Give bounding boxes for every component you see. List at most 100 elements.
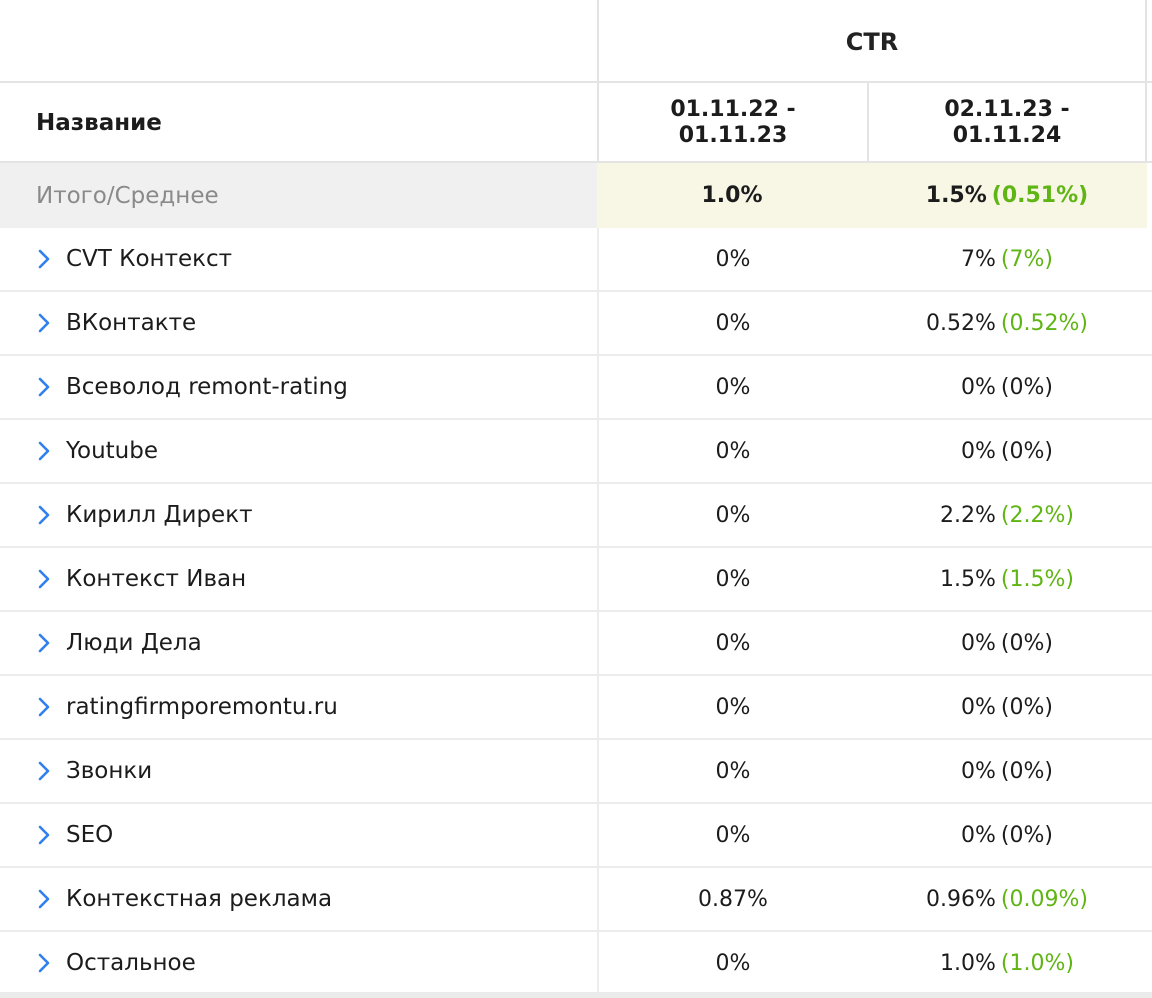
chevron-right-icon[interactable] (36, 504, 52, 526)
header-metric-row: CTR (0, 0, 1152, 83)
row-period-2-value: 0.96% (0.09%) (867, 868, 1147, 930)
row-period-2-value: 7% (7%) (867, 228, 1147, 290)
row-v2: 0% (961, 630, 996, 656)
row-name[interactable]: Кирилл Директ (66, 502, 253, 528)
name-column-header[interactable]: Название (36, 110, 162, 136)
chevron-right-icon[interactable] (36, 952, 52, 974)
row-name[interactable]: Всеволод remont-rating (66, 374, 348, 400)
bottom-divider (0, 992, 1152, 998)
row-v2: 1.5% (940, 566, 996, 592)
table-row[interactable]: CVT Контекст 0% 7% (7%) (0, 228, 1152, 292)
row-period-1-value: 0% (597, 740, 867, 802)
table-row[interactable]: SEO 0% 0% (0%) (0, 804, 1152, 868)
row-period-1-value: 0% (597, 228, 867, 290)
row-name-cell[interactable]: SEO (0, 804, 597, 866)
row-period-2-value: 2.2% (2.2%) (867, 484, 1147, 546)
row-delta: (0%) (1000, 374, 1053, 400)
period-2-end: 01.11.24 (952, 123, 1062, 148)
row-name[interactable]: Контекстная реклама (66, 886, 333, 912)
row-delta: (0%) (1000, 438, 1053, 464)
row-v2: 2.2% (940, 502, 996, 528)
chevron-right-icon[interactable] (36, 568, 52, 590)
chevron-right-icon[interactable] (36, 248, 52, 270)
table-row[interactable]: Кирилл Директ 0% 2.2% (2.2%) (0, 484, 1152, 548)
row-name[interactable]: ratingfirmporemontu.ru (66, 694, 338, 720)
row-name-cell[interactable]: Кирилл Директ (0, 484, 597, 546)
row-v2: 0% (961, 374, 996, 400)
table-row[interactable]: Люди Дела 0% 0% (0%) (0, 612, 1152, 676)
row-name[interactable]: Контекст Иван (66, 566, 247, 592)
row-name-cell[interactable]: ВКонтакте (0, 292, 597, 354)
chevron-right-icon[interactable] (36, 824, 52, 846)
row-period-2-value: 0% (0%) (867, 676, 1147, 738)
period-1-header[interactable]: 01.11.22 - 01.11.23 (597, 83, 867, 163)
table-row[interactable]: Контекст Иван 0% 1.5% (1.5%) (0, 548, 1152, 612)
row-name[interactable]: SEO (66, 822, 114, 848)
row-name[interactable]: Остальное (66, 950, 196, 976)
table-row[interactable]: Youtube 0% 0% (0%) (0, 420, 1152, 484)
chevron-right-icon[interactable] (36, 888, 52, 910)
row-v2: 7% (961, 246, 996, 272)
chevron-right-icon[interactable] (36, 632, 52, 654)
chevron-right-icon[interactable] (36, 696, 52, 718)
table-row[interactable]: Остальное 0% 1.0% (1.0%) (0, 932, 1152, 996)
row-delta: (0.09%) (1000, 886, 1088, 912)
row-period-1-value: 0% (597, 612, 867, 674)
total-row: Итого/Среднее 1.0% 1.5% (0.51%) (0, 163, 1152, 228)
row-delta: (1.5%) (1000, 566, 1074, 592)
row-v2: 0.96% (926, 886, 996, 912)
row-period-2-value: 1.5% (1.5%) (867, 548, 1147, 610)
row-name[interactable]: CVT Контекст (66, 246, 233, 272)
row-period-1-value: 0.87% (597, 868, 867, 930)
metric-header[interactable]: CTR (597, 0, 1147, 83)
row-delta: (0%) (1000, 822, 1053, 848)
table-row[interactable]: ratingfirmporemontu.ru 0% 0% (0%) (0, 676, 1152, 740)
table-row[interactable]: Всеволод remont-rating 0% 0% (0%) (0, 356, 1152, 420)
row-name-cell[interactable]: CVT Контекст (0, 228, 597, 290)
row-name-cell[interactable]: Остальное (0, 932, 597, 994)
row-period-1-value: 0% (597, 932, 867, 994)
row-period-1-value: 0% (597, 484, 867, 546)
row-period-1-value: 0% (597, 420, 867, 482)
total-period-2-value: 1.5% (0.51%) (867, 163, 1147, 228)
row-name-cell[interactable]: ratingfirmporemontu.ru (0, 676, 597, 738)
row-v2: 0% (961, 694, 996, 720)
period-2-header[interactable]: 02.11.23 - 01.11.24 (867, 83, 1147, 163)
row-period-2-value: 0% (0%) (867, 612, 1147, 674)
row-period-2-value: 0.52% (0.52%) (867, 292, 1147, 354)
row-name-cell[interactable]: Звонки (0, 740, 597, 802)
row-name-cell[interactable]: Контекст Иван (0, 548, 597, 610)
row-period-2-value: 0% (0%) (867, 740, 1147, 802)
header-period-row: Название 01.11.22 - 01.11.23 02.11.23 - … (0, 83, 1152, 163)
chevron-right-icon[interactable] (36, 376, 52, 398)
row-name-cell[interactable]: Всеволод remont-rating (0, 356, 597, 418)
row-name-cell[interactable]: Youtube (0, 420, 597, 482)
row-period-1-value: 0% (597, 676, 867, 738)
table-row[interactable]: Контекстная реклама 0.87% 0.96% (0.09%) (0, 868, 1152, 932)
row-name[interactable]: ВКонтакте (66, 310, 197, 336)
period-1-end: 01.11.23 (678, 123, 788, 148)
total-period-1-value: 1.0% (597, 163, 867, 228)
row-name[interactable]: Youtube (66, 438, 158, 464)
row-period-2-value: 0% (0%) (867, 804, 1147, 866)
table-row[interactable]: Звонки 0% 0% (0%) (0, 740, 1152, 804)
row-delta: (0%) (1000, 630, 1053, 656)
row-period-2-value: 1.0% (1.0%) (867, 932, 1147, 994)
period-2-start: 02.11.23 - (944, 97, 1070, 122)
row-name-cell[interactable]: Люди Дела (0, 612, 597, 674)
row-name[interactable]: Звонки (66, 758, 153, 784)
row-delta: (0%) (1000, 758, 1053, 784)
row-v2: 0.52% (926, 310, 996, 336)
row-period-1-value: 0% (597, 804, 867, 866)
row-v2: 1.0% (940, 950, 996, 976)
chevron-right-icon[interactable] (36, 312, 52, 334)
chevron-right-icon[interactable] (36, 760, 52, 782)
row-v2: 0% (961, 758, 996, 784)
row-period-1-value: 0% (597, 292, 867, 354)
chevron-right-icon[interactable] (36, 440, 52, 462)
table-row[interactable]: ВКонтакте 0% 0.52% (0.52%) (0, 292, 1152, 356)
row-name[interactable]: Люди Дела (66, 630, 202, 656)
row-name-cell[interactable]: Контекстная реклама (0, 868, 597, 930)
total-delta: (0.51%) (991, 183, 1089, 208)
